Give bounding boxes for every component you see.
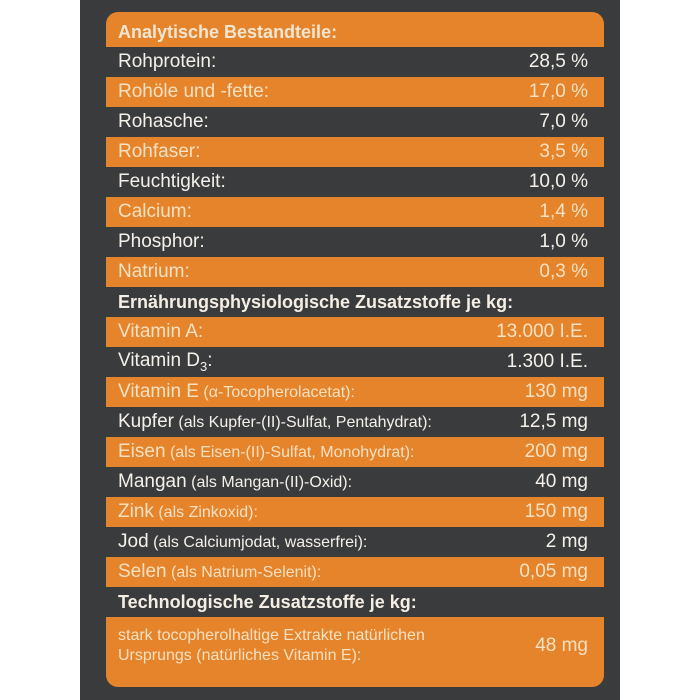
row-label: Rohöle und -fette: xyxy=(118,81,270,102)
table-row: Rohasche: 7,0 % xyxy=(106,107,604,137)
row-label-main: Eisen xyxy=(118,441,166,462)
row-value: 10,0 % xyxy=(528,171,588,192)
row-value: 12,5 mg xyxy=(519,411,588,432)
section-title-nutritional-additives: Ernährungsphysiologische Zusatzstoffe je… xyxy=(106,287,604,317)
row-label: Rohprotein: xyxy=(118,51,217,72)
row-label: Phosphor: xyxy=(118,231,205,252)
row-label: Vitamin E (α-Tocopherolacetat): xyxy=(118,381,355,403)
row-label-subscript: 3 xyxy=(200,358,208,374)
row-label-note: (α-Tocopherolacetat): xyxy=(198,384,355,401)
table-row: Mangan (als Mangan-(II)-Oxid): 40 mg xyxy=(106,467,604,497)
row-value: 0,3 % xyxy=(539,261,588,282)
row-value: 150 mg xyxy=(524,501,588,522)
row-label-note: (als Natrium-Selenit): xyxy=(166,564,322,581)
row-value: 0,05 mg xyxy=(519,561,588,582)
table-row: Natrium: 0,3 % xyxy=(106,257,604,287)
row-value: 13.000 I.E. xyxy=(496,321,588,342)
row-label-note: (als Zinkoxid): xyxy=(153,504,258,521)
row-label-note: (als Kupfer-(II)-Sulfat, Pentahydrat): xyxy=(173,414,432,431)
table-row: Vitamin E (α-Tocopherolacetat): 130 mg xyxy=(106,377,604,407)
row-label: Zink (als Zinkoxid): xyxy=(118,501,258,523)
table-row: Eisen (als Eisen-(II)-Sulfat, Monohydrat… xyxy=(106,437,604,467)
row-label: Vitamin D3: xyxy=(118,350,213,374)
row-label-main: Vitamin A: xyxy=(118,321,204,342)
table-row: Rohfaser: 3,5 % xyxy=(106,137,604,167)
row-label: Rohasche: xyxy=(118,111,209,132)
row-label: Selen (als Natrium-Selenit): xyxy=(118,561,321,583)
section-title: Analytische Bestandteile: xyxy=(118,21,338,42)
row-label: Rohfaser: xyxy=(118,141,201,162)
table-row: Phosphor: 1,0 % xyxy=(106,227,604,257)
table-row: Selen (als Natrium-Selenit): 0,05 mg xyxy=(106,557,604,587)
row-value: 1.300 I.E. xyxy=(506,351,588,372)
table-row: Vitamin D3: 1.300 I.E. xyxy=(106,347,604,377)
section-title-analytical: Analytische Bestandteile: xyxy=(106,17,604,47)
row-label: Mangan (als Mangan-(II)-Oxid): xyxy=(118,471,352,493)
row-label-main: Selen xyxy=(118,561,167,582)
row-value: 28,5 % xyxy=(528,51,588,72)
table-row: Zink (als Zinkoxid): 150 mg xyxy=(106,497,604,527)
row-label: Feuchtigkeit: xyxy=(118,171,226,192)
row-label-main: Kupfer xyxy=(118,411,174,432)
table-row: Kupfer (als Kupfer-(II)-Sulfat, Pentahyd… xyxy=(106,407,604,437)
row-label-main: Mangan xyxy=(118,471,187,492)
row-label: Vitamin A: xyxy=(118,321,203,343)
row-label: Natrium: xyxy=(118,261,190,282)
row-label: Kupfer (als Kupfer-(II)-Sulfat, Pentahyd… xyxy=(118,411,432,433)
nutrition-table-card: Analytische Bestandteile: Rohprotein: 28… xyxy=(106,12,604,687)
table-row: Calcium: 1,4 % xyxy=(106,197,604,227)
row-value: 40 mg xyxy=(535,471,588,492)
row-value: 3,5 % xyxy=(539,141,588,162)
section-title: Technologische Zusatzstoffe je kg: xyxy=(118,591,417,612)
row-label: Eisen (als Eisen-(II)-Sulfat, Monohydrat… xyxy=(118,441,415,463)
nutrition-table: Analytische Bestandteile: Rohprotein: 28… xyxy=(106,17,604,675)
table-row: Vitamin A: 13.000 I.E. xyxy=(106,317,604,347)
row-label: Jod (als Calciumjodat, wasserfrei): xyxy=(118,531,367,553)
table-row: Feuchtigkeit: 10,0 % xyxy=(106,167,604,197)
table-row: stark tocopherolhaltige Extrakte natürli… xyxy=(106,617,604,675)
row-label-main: Jod xyxy=(118,531,149,552)
row-label-main: Zink xyxy=(118,501,154,522)
row-label-note: (als Eisen-(II)-Sulfat, Monohydrat): xyxy=(165,444,415,461)
row-label-note: (als Mangan-(II)-Oxid): xyxy=(186,474,353,491)
row-value: 7,0 % xyxy=(539,111,588,132)
row-value: 200 mg xyxy=(524,441,588,462)
table-row: Jod (als Calciumjodat, wasserfrei): 2 mg xyxy=(106,527,604,557)
row-label-main: Vitamin E xyxy=(118,381,199,402)
row-value: 17,0 % xyxy=(528,81,588,102)
row-value: 48 mg xyxy=(535,635,588,656)
row-value: 1,0 % xyxy=(539,231,588,252)
row-label-suffix: : xyxy=(207,350,213,372)
section-title-technological-additives: Technologische Zusatzstoffe je kg: xyxy=(106,587,604,617)
row-label-main: Vitamin D xyxy=(118,350,201,372)
row-value: 1,4 % xyxy=(539,201,588,222)
row-label-note: (als Calciumjodat, wasserfrei): xyxy=(148,534,368,551)
table-row: Rohöle und -fette: 17,0 % xyxy=(106,77,604,107)
row-label: Calcium: xyxy=(118,201,192,222)
row-label: stark tocopherolhaltige Extrakte natürli… xyxy=(118,627,425,664)
section-title: Ernährungsphysiologische Zusatzstoffe je… xyxy=(118,291,514,312)
row-value: 130 mg xyxy=(524,381,588,402)
row-value: 2 mg xyxy=(545,531,588,552)
table-row: Rohprotein: 28,5 % xyxy=(106,47,604,77)
